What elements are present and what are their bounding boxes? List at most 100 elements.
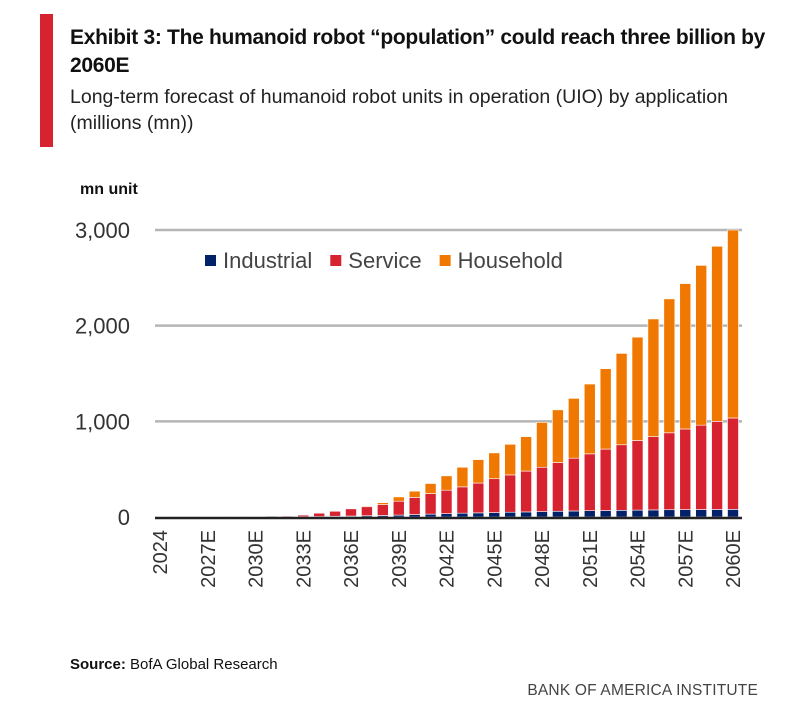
bar-household-2038E [377, 502, 389, 505]
bar-household-2044E [472, 459, 485, 484]
accent-bar [40, 14, 53, 147]
bar-industrial-2051E [583, 510, 596, 518]
bar-household-2052E [599, 368, 612, 450]
bar-industrial-2040E [408, 514, 421, 518]
legend-item-industrial: Industrial [205, 248, 312, 273]
x-tick-label: 2027E [198, 530, 220, 588]
bar-service-2058E [695, 424, 707, 510]
y-tick-label: 0 [118, 505, 130, 530]
bar-household-2058E [695, 265, 707, 426]
bar-household-2041E [424, 483, 437, 494]
source-label: Source: [70, 656, 126, 673]
bar-industrial-2054E [631, 509, 644, 518]
bar-service-2038E [377, 504, 389, 516]
bar-service-2057E [679, 428, 692, 510]
bar-service-2047E [520, 470, 532, 513]
bar-industrial-2048E [536, 511, 548, 518]
bar-industrial-2044E [472, 512, 485, 518]
bar-service-2034E [313, 512, 325, 517]
bar-service-2054E [631, 440, 644, 511]
bar-service-2041E [424, 493, 437, 515]
x-tick-label: 2060E [723, 530, 745, 588]
legend-swatch [205, 255, 216, 266]
bar-industrial-2052E [599, 510, 612, 518]
bar-service-2056E [663, 432, 676, 511]
bar-service-2039E [392, 500, 405, 516]
bar-household-2057E [679, 283, 692, 430]
bar-household-2037E [361, 505, 373, 508]
bar-service-2043E [456, 486, 469, 514]
bar-service-2032E [281, 515, 294, 518]
bar-household-2045E [488, 452, 501, 480]
bar-industrial-2056E [663, 509, 676, 518]
x-tick-label: 2030E [246, 530, 268, 588]
bar-household-2046E [504, 443, 516, 476]
source-note: Source: BofA Global Research [70, 656, 278, 673]
bar-service-2044E [472, 482, 485, 514]
bar-household-2059E [711, 245, 723, 422]
bar-service-2055E [647, 436, 660, 511]
bar-household-2049E [552, 409, 564, 463]
x-tick-label: 2054E [628, 530, 650, 588]
x-tick-label: 2057E [675, 530, 697, 588]
bar-industrial-2043E [456, 512, 469, 518]
x-tick-label: 2039E [389, 530, 411, 588]
bar-service-2060E [727, 417, 739, 510]
bar-industrial-2045E [488, 512, 501, 518]
y-axis-label: mn unit [80, 181, 138, 198]
bar-service-2052E [599, 448, 612, 511]
x-tick-label: 2033E [293, 530, 315, 588]
legend-label: Service [348, 248, 421, 273]
bar-service-2036E [345, 508, 357, 517]
brand-footer: BANK OF AMERICA INSTITUTE [527, 682, 758, 699]
bar-household-2042E [440, 475, 453, 491]
bar-service-2045E [488, 478, 501, 513]
x-tick-label: 2045E [484, 530, 506, 588]
bar-service-2037E [361, 506, 373, 517]
bar-household-2048E [536, 421, 548, 468]
bar-household-2043E [456, 466, 469, 488]
legend-item-household: Household [439, 248, 563, 273]
bar-industrial-2049E [552, 510, 564, 518]
bar-industrial-2057E [679, 509, 692, 518]
bar-service-2040E [408, 497, 421, 515]
bar-industrial-2059E [711, 509, 723, 518]
chart-subtitle: Long-term forecast of humanoid robot uni… [70, 86, 728, 134]
bar-industrial-2041E [424, 513, 437, 518]
x-tick-label: 2042E [437, 530, 459, 588]
legend-swatch [330, 255, 342, 266]
x-tick-label: 2048E [532, 530, 554, 588]
bar-household-2060E [727, 229, 739, 419]
x-tick-label: 2051E [580, 530, 602, 588]
bar-industrial-2046E [504, 511, 516, 518]
source-text: BofA Global Research [130, 656, 278, 673]
bar-household-2054E [631, 336, 644, 441]
bar-service-2042E [440, 489, 453, 514]
bar-service-2033E [297, 514, 310, 518]
y-tick-label: 2,000 [75, 314, 130, 339]
bar-service-2049E [552, 462, 564, 512]
y-tick-label: 1,000 [75, 409, 130, 434]
bar-service-2048E [536, 466, 548, 512]
legend-swatch [439, 255, 451, 266]
bar-household-2055E [647, 318, 660, 437]
bar-household-2051E [583, 383, 596, 455]
x-tick-label: 2024 [150, 530, 172, 575]
bar-industrial-2058E [695, 509, 707, 518]
bar-industrial-2047E [520, 511, 532, 518]
bar-household-2040E [408, 490, 421, 498]
bar-industrial-2050E [568, 510, 580, 518]
bar-household-2050E [568, 398, 580, 459]
chart-title: Exhibit 3: The humanoid robot “populatio… [70, 26, 766, 77]
bar-service-2046E [504, 474, 516, 513]
bar-industrial-2053E [615, 510, 628, 518]
legend-label: Household [458, 248, 563, 273]
bar-household-2039E [392, 496, 405, 502]
bar-industrial-2042E [440, 513, 453, 518]
bar-service-2059E [711, 421, 723, 510]
legend-label: Industrial [223, 248, 312, 273]
bar-industrial-2060E [727, 509, 739, 518]
bar-service-2053E [615, 444, 628, 511]
bar-industrial-2055E [647, 509, 660, 518]
